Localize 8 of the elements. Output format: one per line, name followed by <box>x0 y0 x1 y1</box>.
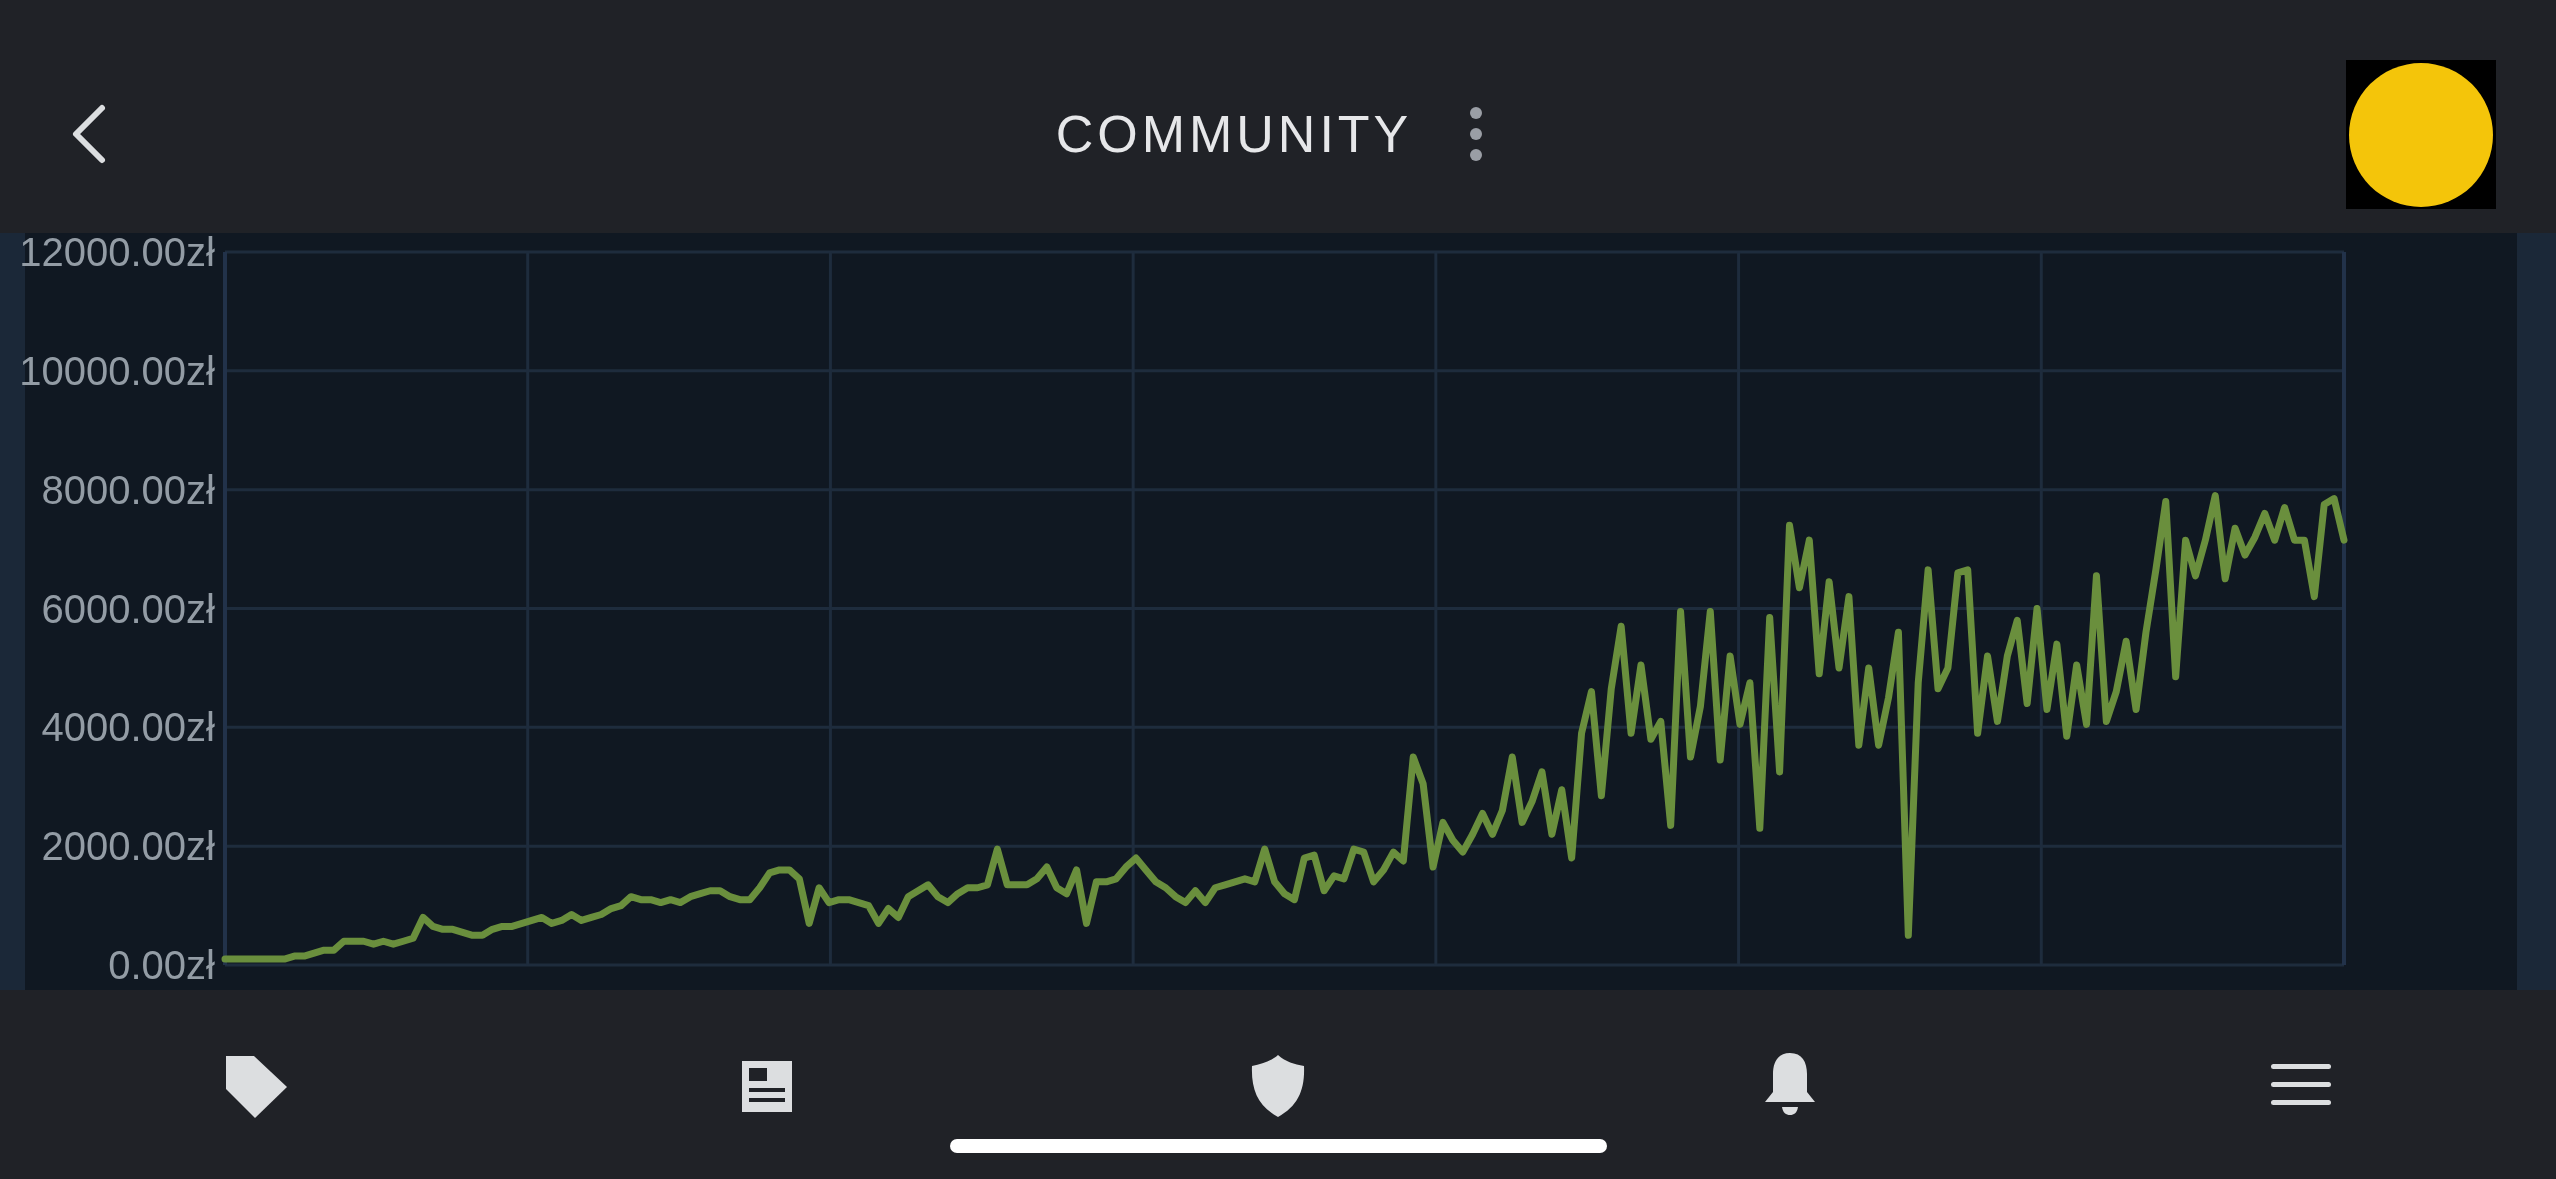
y-tick-label: 0.00zł <box>108 943 216 987</box>
chart-title: COMMUNITY <box>1055 105 1413 163</box>
y-tick-label: 2000.00zł <box>41 824 216 869</box>
y-tick-label: 6000.00zł <box>41 586 216 631</box>
y-tick-label: 10000.00zł <box>19 348 216 393</box>
y-tick-label: 8000.00zł <box>41 467 216 512</box>
y-tick-label: 4000.00zł <box>41 705 216 750</box>
y-tick-label: 12000.00zł <box>19 230 216 274</box>
